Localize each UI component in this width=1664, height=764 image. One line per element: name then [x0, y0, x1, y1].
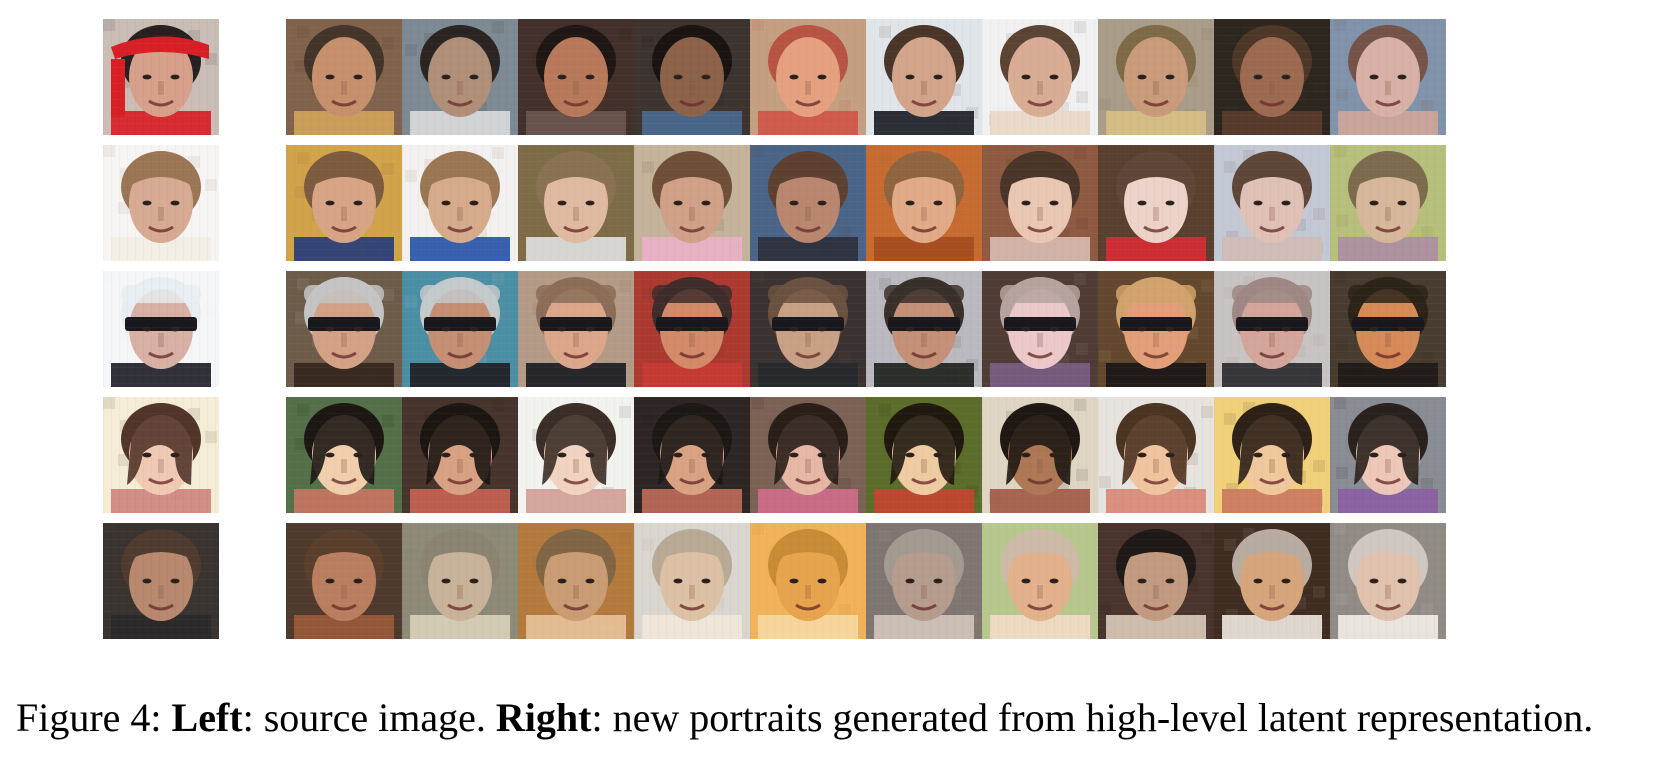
generated-portrait [1214, 397, 1330, 513]
figure-caption: Figure 4: Left: source image. Right: new… [16, 696, 1656, 740]
source-image [103, 145, 219, 261]
generated-portrait [286, 523, 402, 639]
generated-portrait [750, 397, 866, 513]
generated-portrait [402, 19, 518, 135]
caption-right-term: Right [495, 695, 592, 740]
generated-portrait [518, 271, 634, 387]
generated-portrait [750, 19, 866, 135]
generated-portrait [1330, 523, 1446, 639]
portrait-grid [103, 19, 1446, 639]
caption-left-text: : source image. [242, 695, 486, 740]
generated-portrait [750, 271, 866, 387]
source-image [103, 523, 219, 639]
generated-portrait [982, 523, 1098, 639]
generated-portrait [402, 397, 518, 513]
generated-portrait [518, 19, 634, 135]
generated-portrait [1214, 19, 1330, 135]
generated-portrait [634, 19, 750, 135]
generated-portrait [1330, 145, 1446, 261]
generated-portrait [1098, 397, 1214, 513]
generated-portrait [286, 397, 402, 513]
generated-portrait [1214, 145, 1330, 261]
generated-portrait [286, 271, 402, 387]
source-image [103, 397, 219, 513]
generated-portrait [518, 523, 634, 639]
generated-portrait [634, 271, 750, 387]
generated-portrait [1214, 523, 1330, 639]
generated-portrait [402, 145, 518, 261]
generated-portrait [866, 523, 982, 639]
generated-portrait [1098, 523, 1214, 639]
caption-figure-label: Figure 4: [16, 695, 162, 740]
source-image [103, 271, 219, 387]
generated-portrait [866, 145, 982, 261]
generated-portrait [1330, 397, 1446, 513]
generated-portrait [634, 397, 750, 513]
generated-portrait [1098, 271, 1214, 387]
generated-portrait [982, 397, 1098, 513]
generated-portrait [402, 271, 518, 387]
generated-portrait [634, 523, 750, 639]
caption-left-term: Left [171, 695, 243, 740]
generated-portrait [1098, 19, 1214, 135]
generated-portrait [634, 145, 750, 261]
source-image [103, 19, 219, 135]
generated-portrait [866, 19, 982, 135]
generated-portrait [1214, 271, 1330, 387]
generated-portrait [982, 19, 1098, 135]
generated-portrait [982, 145, 1098, 261]
generated-portrait [866, 271, 982, 387]
generated-portrait [750, 523, 866, 639]
generated-portrait [866, 397, 982, 513]
generated-portrait [1330, 271, 1446, 387]
generated-portrait [1330, 19, 1446, 135]
generated-portrait [750, 145, 866, 261]
generated-portrait [402, 523, 518, 639]
caption-right-text: : new portraits generated from high-leve… [591, 695, 1594, 740]
generated-portrait [286, 19, 402, 135]
generated-portrait [286, 145, 402, 261]
generated-portrait [1098, 145, 1214, 261]
generated-portrait [518, 397, 634, 513]
generated-portrait [982, 271, 1098, 387]
generated-portrait [518, 145, 634, 261]
